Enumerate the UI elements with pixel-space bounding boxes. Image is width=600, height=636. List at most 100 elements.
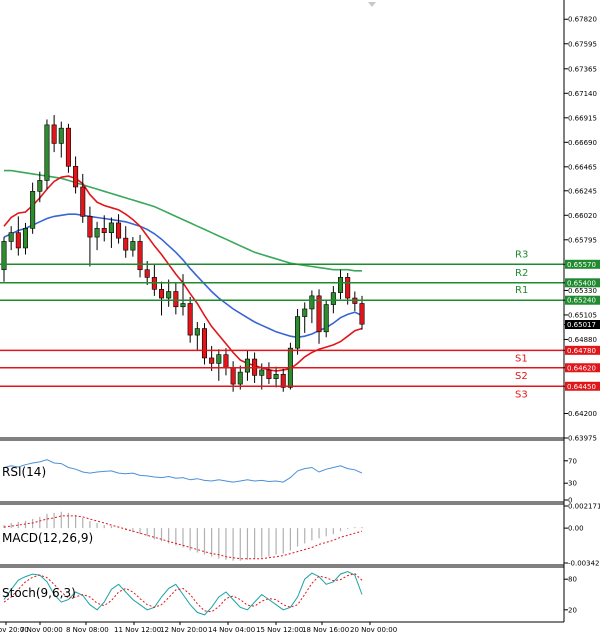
candle[interactable]: [280, 368, 286, 392]
candle-body: [144, 269, 150, 278]
candle[interactable]: [244, 350, 250, 381]
candle[interactable]: [180, 274, 186, 316]
candle[interactable]: [266, 362, 272, 385]
candle[interactable]: [37, 171, 43, 203]
candle[interactable]: [302, 302, 308, 333]
level-label-r2: R2: [515, 268, 528, 279]
candle[interactable]: [123, 226, 129, 258]
level-price-badge-text: 0.65400: [567, 279, 596, 287]
candle[interactable]: [1, 237, 7, 282]
time-axis-label: 14 Nov 04:00: [208, 626, 255, 634]
price-axis-label: 0.67595: [568, 40, 597, 48]
candle-body: [108, 222, 114, 234]
price-axis-label: 0.66465: [568, 163, 597, 171]
candle[interactable]: [273, 366, 279, 388]
candle[interactable]: [359, 295, 365, 330]
candle[interactable]: [173, 282, 179, 315]
candle-body: [166, 291, 172, 299]
candle[interactable]: [309, 290, 315, 324]
candle[interactable]: [201, 323, 207, 365]
price-axis-label: 0.63975: [568, 435, 597, 443]
rsi-axis-label: 0: [568, 497, 572, 505]
candle[interactable]: [316, 289, 322, 344]
level-price-badge: [565, 381, 600, 391]
candle-body: [259, 369, 265, 376]
price-axis-label: 0.66245: [568, 187, 597, 195]
candle[interactable]: [108, 217, 114, 248]
price-axis-label: 0.66915: [568, 114, 597, 122]
candle[interactable]: [216, 349, 222, 381]
candle-body: [44, 124, 50, 181]
candle[interactable]: [323, 300, 329, 338]
candle-body: [280, 373, 286, 388]
time-axis-label: 20 Nov 00:00: [350, 626, 397, 634]
candle[interactable]: [94, 221, 100, 251]
level-price-badge: [565, 278, 600, 288]
level-price-badge-text: 0.64780: [567, 347, 596, 355]
candle[interactable]: [30, 182, 36, 234]
candle-body: [180, 303, 186, 308]
candle[interactable]: [345, 273, 351, 305]
candle-body: [8, 232, 14, 242]
price-axis-label: 0.65330: [568, 287, 597, 295]
candle[interactable]: [80, 173, 86, 223]
candle[interactable]: [159, 281, 165, 316]
level-label-s3: S3: [515, 389, 528, 400]
macd-signal-line: [3, 515, 363, 560]
macd-axis-label: -0.003423: [568, 560, 600, 568]
rsi-axis-label: 70: [568, 457, 577, 465]
current-price-badge-text: 0.65017: [567, 321, 596, 329]
current-price-badge: [565, 320, 600, 330]
candle[interactable]: [166, 279, 172, 307]
candle-body: [237, 371, 243, 385]
rsi-line: [3, 459, 363, 483]
macd-panel[interactable]: 0.002171 0.00 -0.003423 MACD(12,26,9): [2, 503, 600, 568]
time-axis-label: 11 Nov 12:00: [114, 626, 161, 634]
candle-body: [87, 216, 93, 238]
candle-body: [330, 292, 336, 305]
candle[interactable]: [137, 234, 143, 278]
chart-frame: [0, 0, 565, 623]
level-price-badge-text: 0.65570: [567, 261, 596, 269]
candle[interactable]: [65, 123, 71, 173]
rsi-axis-label: 30: [568, 480, 577, 488]
candle-body: [194, 328, 200, 336]
rsi-panel[interactable]: 70 30 0 RSI(14): [2, 457, 577, 504]
candle-body: [295, 316, 301, 349]
candle[interactable]: [116, 214, 122, 244]
candle[interactable]: [8, 226, 14, 251]
time-axis-label: 12 Nov 20:00: [160, 626, 207, 634]
candle[interactable]: [295, 308, 301, 355]
candle-body: [223, 354, 229, 369]
scroll-marker-icon[interactable]: [368, 2, 376, 7]
candle-body: [123, 237, 129, 251]
macd-label: MACD(12,26,9): [2, 531, 93, 545]
candle[interactable]: [73, 156, 79, 194]
level-label-s1: S1: [515, 353, 528, 364]
candle-body: [230, 367, 236, 385]
candle-body: [1, 241, 7, 271]
level-price-badge: [565, 295, 600, 305]
candle[interactable]: [87, 206, 93, 267]
candle-body: [58, 127, 64, 144]
price-axis-label: 0.65795: [568, 236, 597, 244]
candle[interactable]: [101, 215, 107, 242]
candle[interactable]: [22, 222, 28, 255]
candle[interactable]: [130, 237, 136, 257]
stoch-panel[interactable]: 80 20 Stoch(9,6,3): [2, 570, 577, 616]
candle[interactable]: [338, 269, 344, 300]
candle-body: [302, 308, 308, 317]
candle[interactable]: [15, 216, 21, 256]
macd-axis-label: 0.002171: [568, 503, 600, 511]
candle[interactable]: [44, 119, 50, 190]
candle[interactable]: [51, 115, 57, 153]
stoch-main-line: [3, 570, 363, 616]
candle-body: [345, 277, 351, 299]
price-panel[interactable]: 0.67820 0.67595 0.67365 0.67140 0.66915 0.666…: [0, 2, 600, 443]
candle[interactable]: [194, 322, 200, 351]
candle-body: [159, 289, 165, 299]
candle[interactable]: [187, 296, 193, 343]
level-price-badge: [565, 363, 600, 373]
candle[interactable]: [58, 121, 64, 158]
